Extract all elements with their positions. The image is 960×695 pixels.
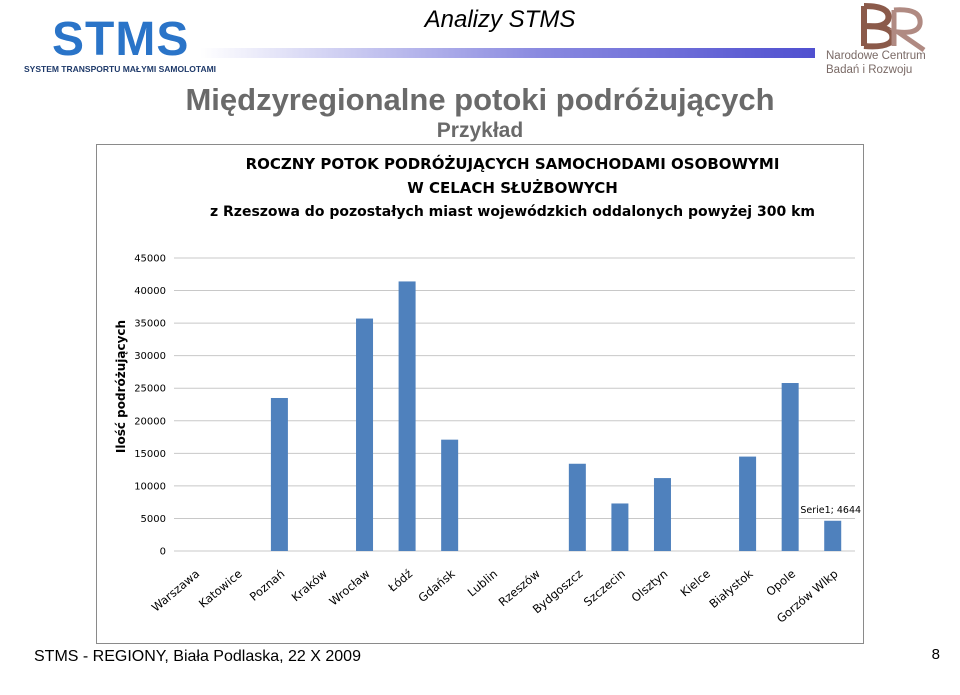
chart-frame: ROCZNY POTOK PODRÓŻUJĄCYCH SAMOCHODAMI O… xyxy=(96,144,864,644)
bar xyxy=(356,318,374,551)
ncbr-logo: Narodowe Centrum Badań i Rozwoju xyxy=(822,2,954,80)
y-tick-label: 20000 xyxy=(134,416,166,427)
y-tick-label: 45000 xyxy=(134,254,166,265)
header-title: Analizy STMS xyxy=(424,6,576,33)
chart-title-line: z Rzeszowa do pozostałych miast wojewódz… xyxy=(210,204,815,220)
bar xyxy=(739,456,757,551)
bar xyxy=(611,503,629,551)
bar xyxy=(781,383,799,551)
stms-logo-name: STMS xyxy=(52,13,190,66)
ncbr-logo-mark xyxy=(861,3,926,52)
ncbr-logo-line2: Badań i Rozwoju xyxy=(826,64,913,76)
x-tick-label: Poznań xyxy=(247,567,288,604)
header-gradient-rule xyxy=(200,48,815,58)
bar-chart: ROCZNY POTOK PODRÓŻUJĄCYCH SAMOCHODAMI O… xyxy=(114,154,861,626)
x-tick-label: Olsztyn xyxy=(629,567,671,605)
bar xyxy=(824,520,842,551)
y-tick-label: 40000 xyxy=(134,286,166,297)
x-tick-label: Katowice xyxy=(196,567,245,611)
chart-title-line: W CELACH SŁUŻBOWYCH xyxy=(407,178,618,197)
stms-logo: STMS SYSTEM TRANSPORTU MAŁYMI SAMOLOTAMI xyxy=(20,10,216,80)
slide-subtitle: Przykład xyxy=(436,119,524,142)
x-tick-label: Białystok xyxy=(706,566,755,611)
x-tick-label: Łódź xyxy=(385,567,415,596)
y-tick-label: 15000 xyxy=(134,449,166,460)
y-tick-label: 10000 xyxy=(134,481,166,492)
bar xyxy=(270,397,288,551)
data-label: Serie1; 4644 xyxy=(800,505,861,516)
x-tick-label: Wrocław xyxy=(326,567,372,609)
x-tick-label: Lublin xyxy=(465,567,500,600)
stms-logo-tagline: SYSTEM TRANSPORTU MAŁYMI SAMOLOTAMI xyxy=(24,64,217,74)
footer-text: STMS - REGIONY, Biała Podlaska, 22 X 200… xyxy=(34,648,361,665)
y-tick-label: 25000 xyxy=(134,384,166,395)
slide-title: Międzyregionalne potoki podróżujących xyxy=(185,82,775,117)
x-tick-label: Kraków xyxy=(289,567,330,605)
ncbr-logo-line1: Narodowe Centrum xyxy=(826,50,926,62)
bar xyxy=(568,463,586,551)
x-tick-label: Gdańsk xyxy=(415,566,457,605)
y-tick-label: 5000 xyxy=(141,514,166,525)
page-number: 8 xyxy=(931,646,940,663)
bar xyxy=(398,281,416,551)
y-tick-label: 35000 xyxy=(134,319,166,330)
y-tick-label: 0 xyxy=(160,547,166,558)
y-axis-label: Ilość podróżujących xyxy=(114,320,128,453)
x-tick-label: Warszawa xyxy=(149,567,202,615)
bar xyxy=(653,478,671,551)
x-tick-label: Opole xyxy=(763,567,798,599)
y-tick-label: 30000 xyxy=(134,351,166,362)
chart-title-line: ROCZNY POTOK PODRÓŻUJĄCYCH SAMOCHODAMI O… xyxy=(246,154,780,173)
x-tick-label: Szczecin xyxy=(581,567,628,610)
x-tick-label: Kielce xyxy=(678,567,713,600)
bar xyxy=(441,439,459,551)
